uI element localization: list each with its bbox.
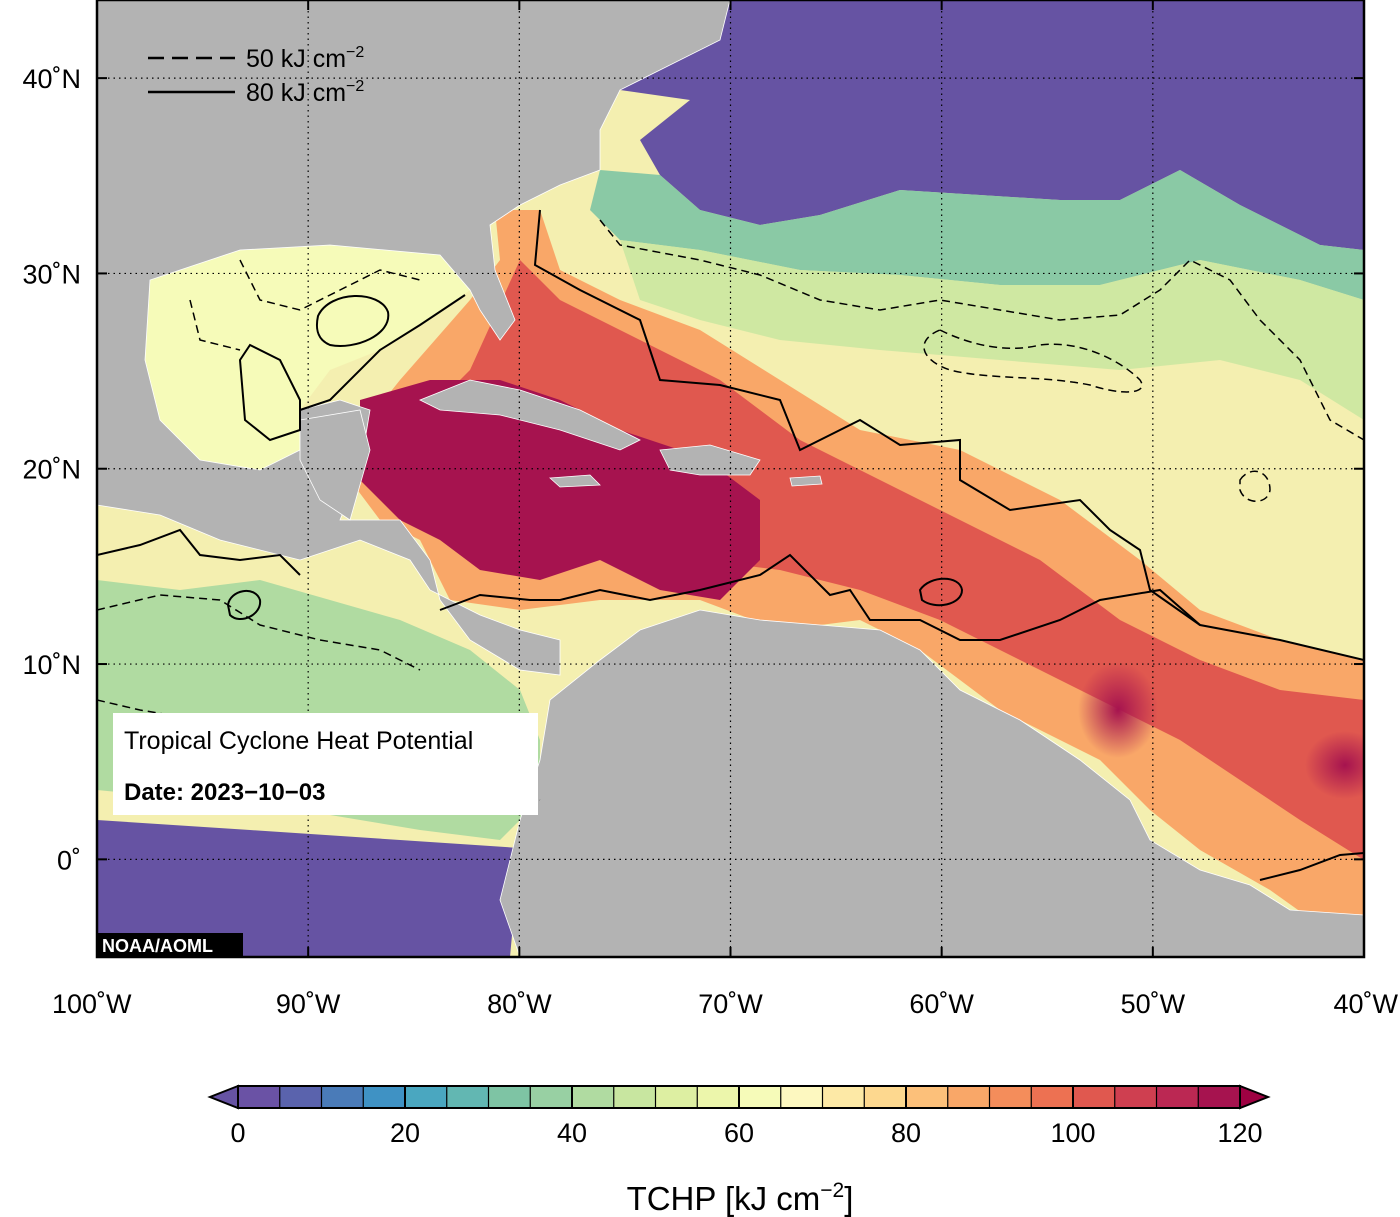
colorbar-segment	[1031, 1086, 1074, 1108]
lat-tick-label: 40˚N	[22, 64, 81, 94]
contour-50-ring-east	[1239, 470, 1271, 502]
colorbar-segment	[947, 1086, 991, 1108]
title-box-background	[113, 713, 538, 815]
colorbar-segment	[405, 1086, 448, 1108]
guiana-hot-spot	[1078, 662, 1158, 758]
colorbar-segment	[613, 1086, 657, 1108]
caribbean-hot-pool	[360, 380, 760, 600]
colorbar-segment	[780, 1086, 824, 1108]
colorbar-segment	[363, 1086, 406, 1108]
date-label: Date: 2023−10−03	[124, 779, 326, 806]
colorbar-segment	[989, 1086, 1032, 1108]
contour-50-north	[599, 219, 1364, 441]
colorbar-segment	[279, 1086, 323, 1108]
equatorial-pacific-cold	[97, 820, 520, 957]
cold-north-atlantic	[600, 0, 1364, 250]
colorbar-segment	[321, 1086, 364, 1108]
colorbar-segment	[1114, 1086, 1158, 1108]
green-subtropics	[620, 240, 1364, 420]
colorbar-segment	[572, 1086, 615, 1108]
colorbar-segment	[1198, 1086, 1241, 1108]
lon-tick-label: 90˚W	[276, 989, 341, 1019]
axis-ticks	[96, 0, 1365, 957]
colorbar-tick-label: 80	[891, 1118, 921, 1148]
colorbar-segment	[446, 1086, 490, 1108]
graticule	[97, 0, 1364, 957]
contour-80-eddy-ring	[315, 295, 390, 347]
colorbar-segment	[1156, 1086, 1199, 1108]
jamaica-island	[549, 474, 601, 488]
lon-tick-labels: 100˚W 90˚W 80˚W 70˚W 60˚W 50˚W 40˚W	[52, 989, 1399, 1019]
colorbar-segment	[488, 1086, 531, 1108]
slope-water-band	[590, 170, 1364, 300]
contour-80-pacific	[97, 528, 301, 576]
legend-dashed-label: 50 kJ cm−2	[246, 44, 364, 73]
contour-80-equator	[1259, 852, 1364, 881]
north-america-land	[97, 0, 731, 676]
contour-80-gulf	[238, 294, 466, 442]
yucatan-land	[299, 409, 371, 521]
colorbar-segment	[238, 1086, 281, 1108]
colorbar-ticks: 0 20 40 60 80 100 120	[230, 1086, 1263, 1148]
colorbar-segment	[697, 1086, 740, 1108]
contour-legend: 50 kJ cm−2 80 kJ cm−2	[148, 44, 364, 107]
south-america-land	[499, 609, 1364, 957]
east-hot-spot	[1305, 731, 1364, 799]
colorbar-segments	[238, 1086, 1241, 1108]
lat-tick-label: 20˚N	[22, 455, 81, 485]
lon-tick-label: 50˚W	[1121, 989, 1186, 1019]
colorbar-tick-label: 100	[1050, 1118, 1095, 1148]
lat-tick-label: 10˚N	[22, 650, 81, 680]
puerto-rico-island	[789, 475, 823, 487]
contour-80-south	[439, 553, 1201, 641]
colorbar-segment	[864, 1086, 907, 1108]
colorbar-over-arrow	[1239, 1084, 1271, 1110]
colorbar-segment	[655, 1086, 698, 1108]
credit-text: NOAA/AOML	[102, 936, 213, 956]
lon-tick-label: 60˚W	[909, 989, 974, 1019]
legend-solid-label: 80 kJ cm−2	[246, 78, 364, 107]
colorbar-tick-label: 20	[390, 1118, 420, 1148]
lon-tick-label: 100˚W	[52, 989, 132, 1019]
lat-tick-label: 30˚N	[22, 259, 81, 289]
land	[97, 0, 1364, 957]
colorbar-tick-label: 120	[1217, 1118, 1262, 1148]
map-panel: 50 kJ cm−2 80 kJ cm−2 Tropical Cyclone H…	[22, 0, 1399, 1019]
colorbar-segment	[822, 1086, 865, 1108]
lon-tick-label: 80˚W	[487, 989, 552, 1019]
lat-tick-label: 0˚	[57, 845, 81, 875]
colorbar-tick-label: 0	[230, 1118, 245, 1148]
colorbar-segment	[1073, 1086, 1116, 1108]
credit-background	[98, 933, 243, 957]
credit-tag: NOAA/AOML	[98, 933, 243, 957]
colorbar: 0 20 40 60 80 100 120 TCHP [kJ cm−2]	[207, 1084, 1271, 1217]
contour-80-small-ring	[918, 577, 964, 607]
gulf-of-mexico-shelf	[145, 245, 470, 470]
map-title: Tropical Cyclone Heat Potential	[124, 727, 473, 755]
colorbar-under-arrow	[207, 1084, 239, 1110]
lat-tick-labels: 40˚N 30˚N 20˚N 10˚N 0˚	[22, 64, 81, 875]
colorbar-segment	[530, 1086, 573, 1108]
colorbar-label: TCHP [kJ cm−2]	[627, 1179, 854, 1217]
contour-50-east-loop	[923, 329, 1143, 393]
title-box: Tropical Cyclone Heat Potential Date: 20…	[113, 713, 538, 815]
contour-80-north	[533, 209, 1364, 661]
hispaniola-island	[659, 444, 761, 476]
colorbar-tick-label: 40	[557, 1118, 587, 1148]
colorbar-segment	[906, 1086, 949, 1108]
colorbar-tick-label: 60	[724, 1118, 754, 1148]
lon-tick-label: 70˚W	[698, 989, 763, 1019]
contour-80-pacific-ring	[226, 590, 262, 620]
contour-50-gulf	[189, 259, 421, 351]
lon-tick-label: 40˚W	[1333, 989, 1398, 1019]
colorbar-segment	[739, 1086, 782, 1108]
cuba-island	[419, 379, 641, 451]
